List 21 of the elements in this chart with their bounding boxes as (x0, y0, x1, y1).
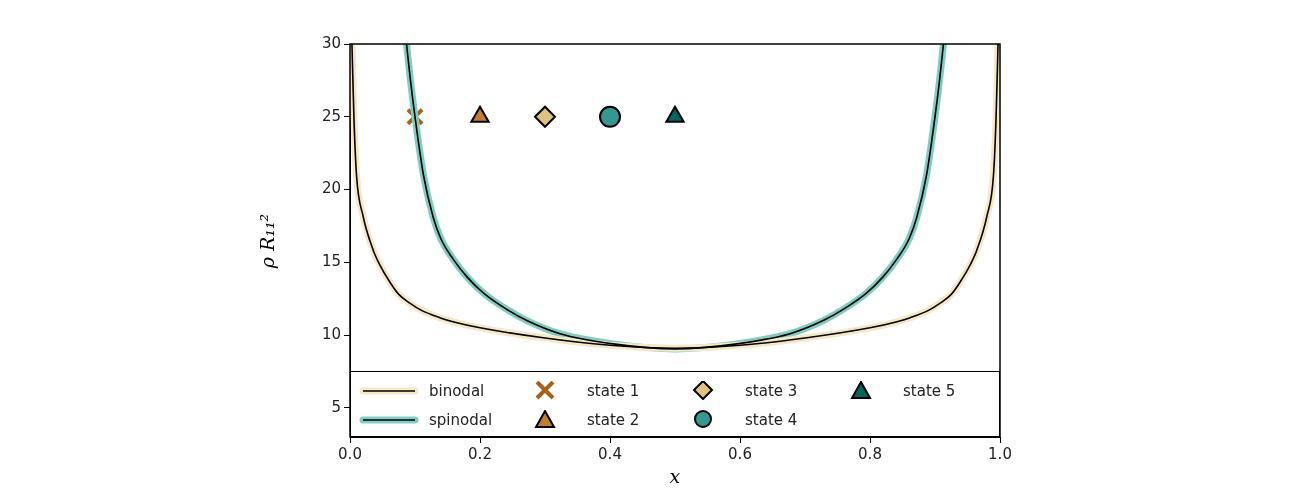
x-tick-label: 0.0 (338, 444, 362, 463)
y-tick-label: 25 (321, 106, 341, 125)
x-tick-label: 0.4 (598, 444, 622, 463)
x-axis-title: x (669, 465, 681, 487)
y-tick-label: 20 (321, 179, 341, 198)
y-tick-label: 10 (321, 325, 341, 343)
y-tick-label: 15 (321, 252, 341, 271)
x-tick-label: 0.2 (468, 444, 492, 463)
y-tick-label: 30 (321, 33, 341, 52)
legend-label: spinodal (429, 410, 493, 429)
x-tick-label: 1.0 (988, 444, 1012, 463)
legend-label: state 4 (745, 410, 798, 429)
legend-label: state 1 (587, 381, 640, 400)
x-tick-label: 0.6 (728, 444, 752, 463)
legend-label: binodal (429, 381, 485, 400)
legend-label: state 3 (745, 381, 798, 400)
x-tick-label: 0.8 (858, 444, 882, 463)
legend-label: state 5 (903, 381, 956, 400)
legend-label: state 2 (587, 410, 640, 429)
y-axis-title: ρ R₁₁² (256, 213, 279, 268)
y-tick-label: 5 (331, 397, 341, 416)
